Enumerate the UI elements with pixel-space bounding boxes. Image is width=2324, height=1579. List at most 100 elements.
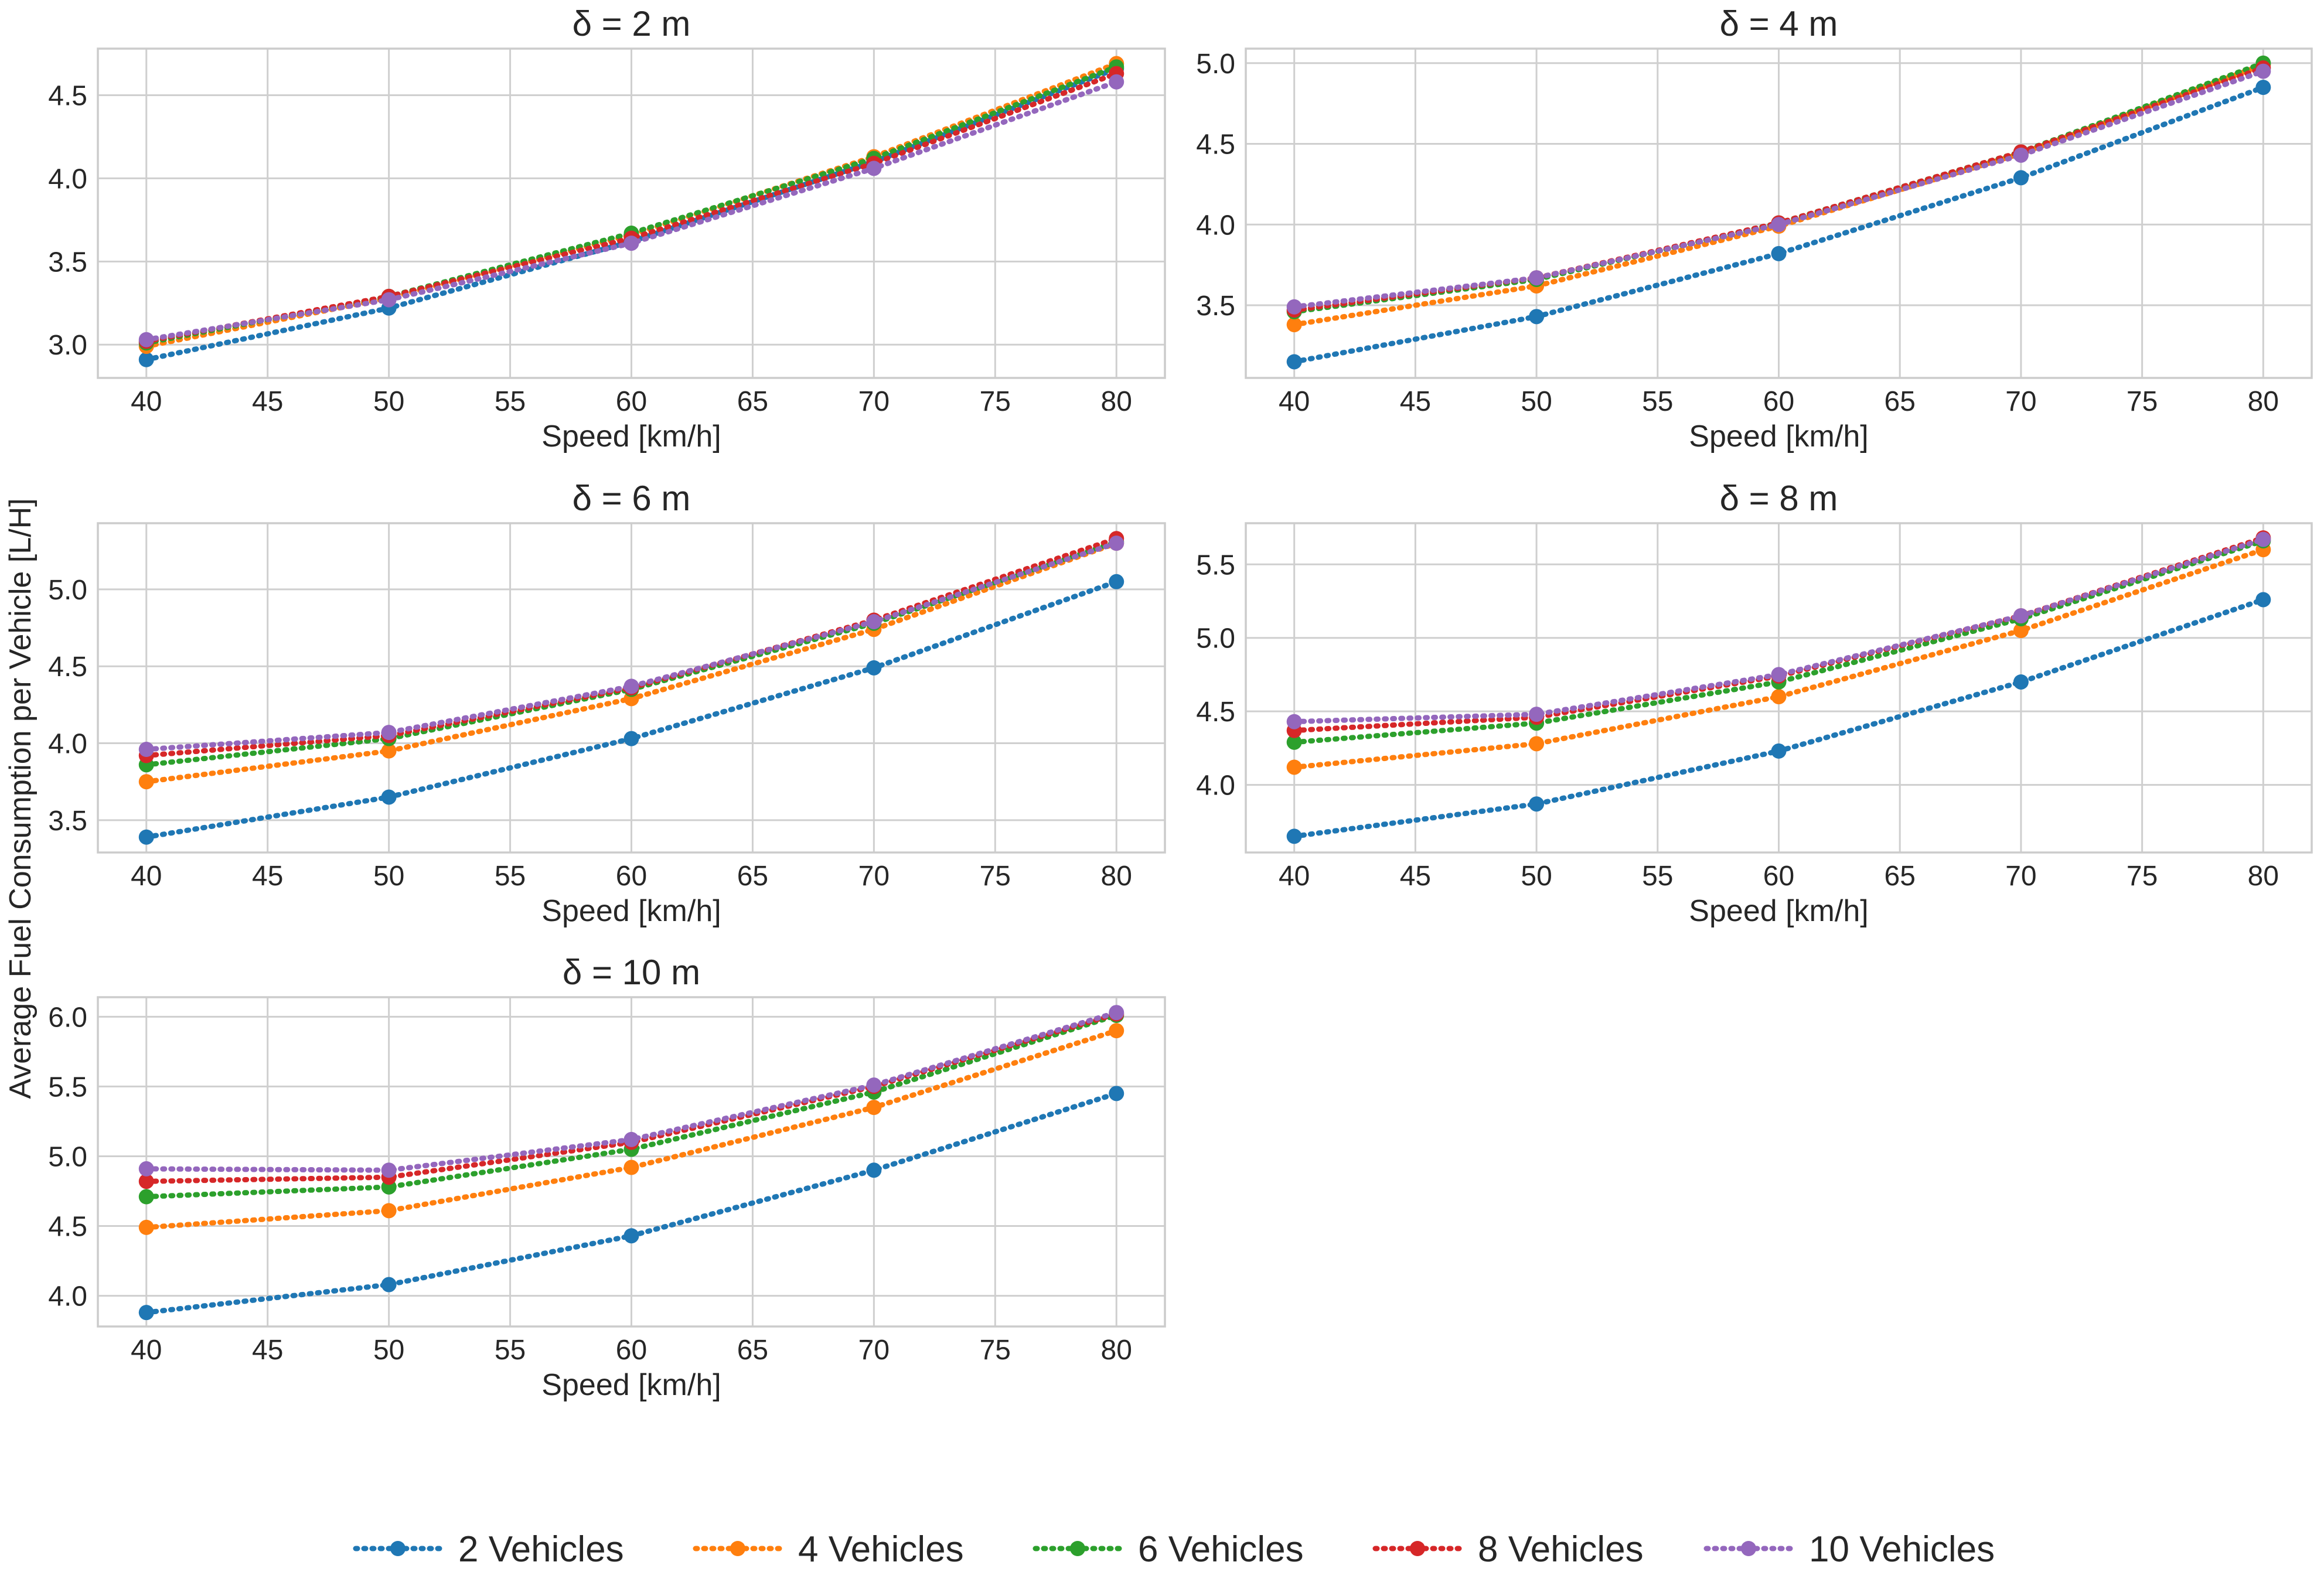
data-point (623, 236, 639, 251)
data-point (1529, 270, 1545, 286)
x-tick-label: 75 (2127, 861, 2158, 892)
x-tick-label: 65 (737, 386, 768, 417)
data-point (623, 1131, 639, 1147)
data-point (138, 1219, 154, 1235)
data-point (1286, 317, 1302, 333)
subplot-3: 40 45 50 55 60 65 70 75 80 3.5 4.0 4.5 5.0 δ = 6 m Spe… (48, 479, 1166, 928)
data-point (381, 789, 397, 805)
data-point (866, 1100, 882, 1116)
x-axis-label: Speed [km/h] (541, 420, 721, 453)
x-tick-label: 55 (1642, 386, 1673, 417)
data-point (866, 660, 882, 676)
data-point (1109, 1023, 1124, 1039)
plot-frame (97, 47, 1166, 379)
x-tick-label: 45 (1400, 861, 1431, 892)
data-point (2255, 80, 2271, 96)
subplot-1: 40 45 50 55 60 65 70 75 80 3.0 3.5 4.0 4.5 δ = 2 m Spe… (48, 4, 1166, 453)
x-tick-label: 55 (495, 861, 526, 892)
data-point (1286, 299, 1302, 315)
x-tick-label: 40 (131, 861, 162, 892)
plot-frame (97, 522, 1166, 854)
x-tick-label: 80 (1101, 386, 1132, 417)
data-point (138, 829, 154, 845)
data-point (2013, 623, 2029, 639)
x-tick-label: 40 (1279, 386, 1310, 417)
data-point (866, 1077, 882, 1093)
subplot-4: 40 45 50 55 60 65 70 75 80 4.0 4.5 5.0 5.5 δ = 8 m Spe… (1196, 479, 2313, 928)
data-point (138, 1189, 154, 1205)
data-point (381, 725, 397, 741)
data-point (866, 614, 882, 630)
legend-swatch-marker (1410, 1541, 1425, 1556)
x-tick-label: 50 (373, 861, 404, 892)
plot-frame (1245, 522, 2313, 854)
subplot-2: 40 45 50 55 60 65 70 75 80 3.5 4.0 4.5 5.0 δ = 4 m Spe… (1196, 4, 2313, 453)
legend-item: 8 Vehicles (1372, 1529, 1644, 1570)
data-point (1771, 667, 1787, 683)
data-point (138, 1174, 154, 1189)
x-tick-label: 50 (373, 386, 404, 417)
x-tick-label: 50 (373, 1335, 404, 1366)
legend-item: 2 Vehicles (353, 1529, 624, 1570)
data-point (1286, 714, 1302, 729)
y-tick-label: 5.5 (48, 1072, 87, 1103)
y-tick-label: 5.0 (1196, 623, 1235, 654)
subplot-title: δ = 10 m (563, 953, 700, 992)
x-axis-label: Speed [km/h] (541, 894, 721, 928)
y-tick-label: 4.5 (1196, 129, 1235, 161)
x-tick-label: 75 (980, 1335, 1011, 1366)
data-point (1771, 245, 1787, 261)
x-tick-label: 70 (858, 386, 890, 417)
y-tick-label: 4.5 (48, 1212, 87, 1243)
data-point (1529, 736, 1545, 752)
y-tick-label: 5.0 (1196, 49, 1235, 80)
data-point (381, 292, 397, 308)
data-point (1286, 734, 1302, 750)
data-point (866, 1162, 882, 1178)
data-point (1286, 759, 1302, 775)
x-tick-label: 75 (2127, 386, 2158, 417)
x-axis-label: Speed [km/h] (1689, 894, 1868, 928)
y-tick-label: 4.5 (48, 652, 87, 683)
y-tick-label: 4.0 (48, 163, 87, 195)
data-point (2013, 608, 2029, 624)
x-tick-label: 60 (616, 1335, 647, 1366)
legend-label: 4 Vehicles (798, 1529, 964, 1570)
y-tick-label: 3.5 (48, 247, 87, 278)
legend-item: 10 Vehicles (1703, 1529, 1995, 1570)
x-tick-label: 45 (252, 861, 283, 892)
x-tick-label: 70 (858, 861, 890, 892)
plot-frame (1245, 47, 2313, 379)
subplot-title: δ = 4 m (1720, 4, 1838, 43)
data-point (381, 1162, 397, 1178)
data-point (381, 1203, 397, 1219)
x-tick-label: 45 (252, 386, 283, 417)
x-tick-label: 55 (495, 386, 526, 417)
x-axis-label: Speed [km/h] (1689, 420, 1868, 453)
data-point (138, 1161, 154, 1176)
x-tick-label: 45 (252, 1335, 283, 1366)
x-tick-label: 80 (1101, 1335, 1132, 1366)
x-tick-label: 50 (1521, 861, 1552, 892)
data-point (381, 1277, 397, 1292)
data-point (1529, 707, 1545, 722)
x-tick-label: 65 (737, 1335, 768, 1366)
legend-label: 8 Vehicles (1478, 1529, 1644, 1570)
x-tick-label: 65 (1885, 386, 1916, 417)
data-point (1771, 217, 1787, 233)
legend-swatch-marker (730, 1541, 745, 1556)
subplot-title: δ = 6 m (573, 479, 691, 518)
x-tick-label: 75 (980, 861, 1011, 892)
data-point (138, 352, 154, 367)
series-line (144, 1028, 1119, 1230)
x-tick-label: 70 (2005, 386, 2036, 417)
data-point (138, 742, 154, 758)
legend-swatch-marker (1741, 1541, 1756, 1556)
legend-item: 4 Vehicles (693, 1529, 964, 1570)
data-point (1109, 574, 1124, 589)
x-tick-label: 60 (1763, 861, 1794, 892)
y-tick-label: 4.0 (48, 729, 87, 760)
data-point (623, 1159, 639, 1175)
x-tick-label: 55 (495, 1335, 526, 1366)
